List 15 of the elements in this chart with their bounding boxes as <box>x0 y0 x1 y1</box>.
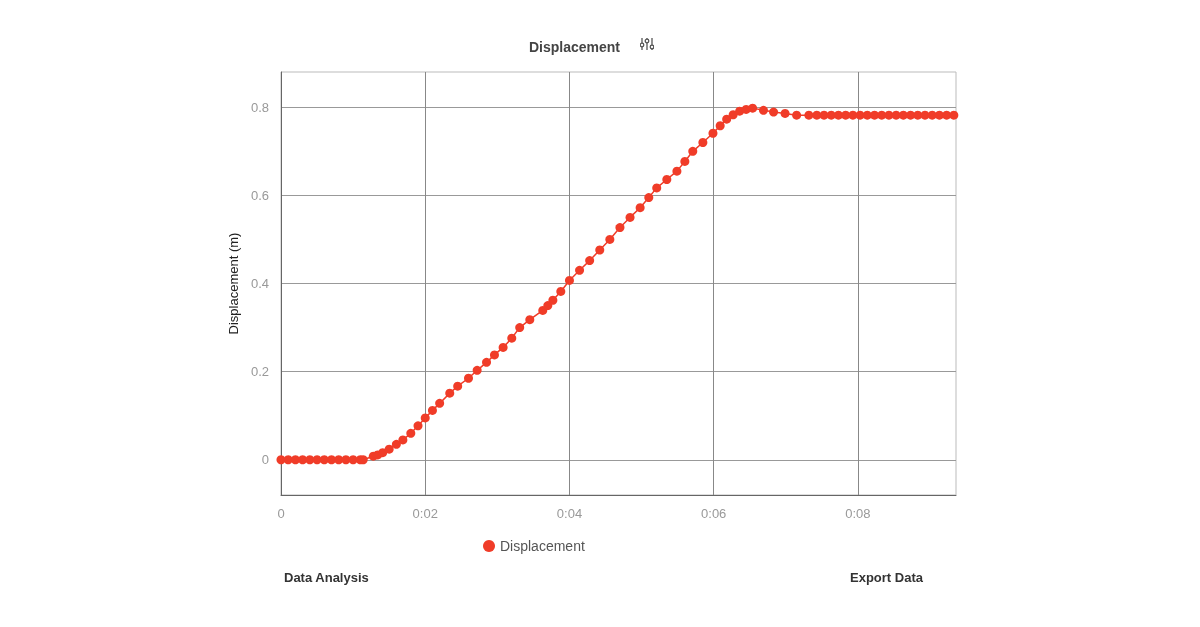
legend-label: Displacement <box>500 538 585 554</box>
text: Data Analysis <box>284 570 369 585</box>
x-tick-label: 0:08 <box>845 506 871 521</box>
y-axis-title: Displacement (m) <box>226 232 242 335</box>
y-tick-label: 0.8 <box>250 99 269 115</box>
chart-title: Displacement <box>529 39 621 55</box>
text: Export Data <box>850 570 923 585</box>
y-tick-label: 0.2 <box>250 364 269 380</box>
x-tick-label: 0:04 <box>556 506 583 521</box>
y-tick-label: 0.4 <box>250 276 269 291</box>
x-tick-label: 0:02 <box>412 506 438 521</box>
x-tick-label: 0 <box>277 506 285 521</box>
y-tick-label: 0 <box>261 452 269 468</box>
y-tick-label: 0.6 <box>250 187 269 203</box>
x-tick-label: 0:06 <box>701 506 727 521</box>
